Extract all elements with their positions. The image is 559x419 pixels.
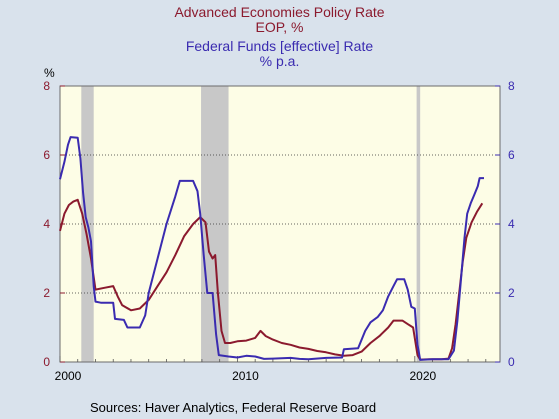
sources-note: Sources: Haver Analytics, Federal Reserv…: [90, 400, 377, 415]
left-tick-label-4: 4: [43, 217, 50, 231]
left-tick-label-8: 8: [43, 79, 50, 93]
right-tick-label-2: 2: [508, 286, 515, 300]
title-line-3: Federal Funds [effective] Rate: [185, 38, 374, 54]
x-tick-label-2020: 2020: [409, 369, 436, 383]
left-tick-label-2: 2: [43, 286, 50, 300]
left-tick-label-6: 6: [43, 148, 50, 162]
x-tick-label-2010: 2010: [232, 369, 259, 383]
left-tick-label-0: 0: [43, 355, 50, 369]
right-tick-label-4: 4: [508, 217, 515, 231]
title-line-1: Advanced Economies Policy Rate: [174, 4, 385, 20]
left-axis-unit: %: [44, 66, 55, 80]
recession-band-3: [416, 86, 421, 362]
x-tick-label-2000: 2000: [55, 369, 82, 383]
right-tick-label-0: 0: [508, 355, 515, 369]
series-line-2: [59, 136, 484, 361]
title-line-4: % p.a.: [259, 53, 300, 69]
right-tick-label-6: 6: [508, 148, 515, 162]
title-line-2: EOP, %: [255, 19, 304, 35]
right-tick-label-8: 8: [508, 79, 515, 93]
